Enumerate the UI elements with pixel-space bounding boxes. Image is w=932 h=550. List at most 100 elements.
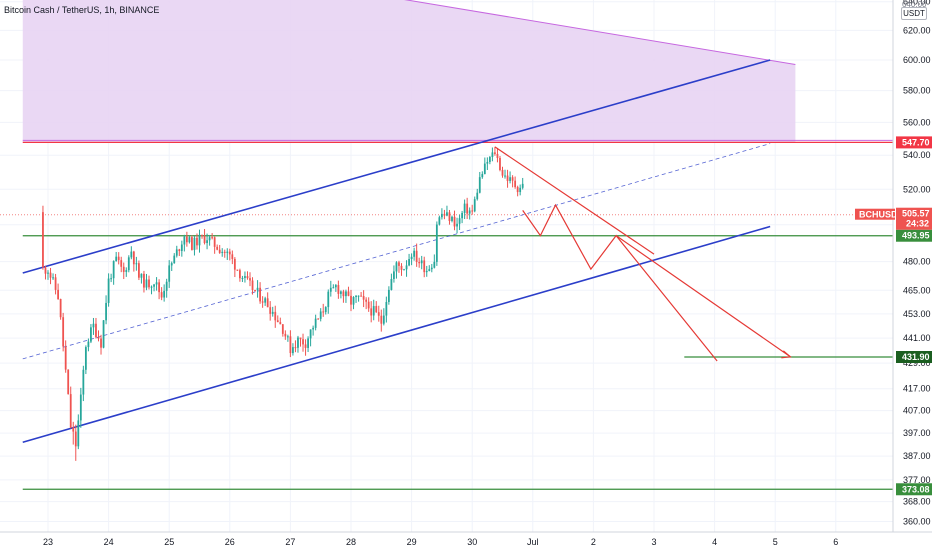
- candle-body: [274, 311, 277, 321]
- current-price-bg: [896, 207, 932, 230]
- candle-body: [390, 279, 393, 290]
- candle-body: [233, 258, 236, 270]
- y-tick-label: 360.00: [903, 517, 931, 527]
- x-tick-label: 4: [712, 537, 717, 547]
- candle-body: [511, 177, 514, 181]
- candle-body: [259, 287, 261, 302]
- candle-body: [395, 262, 398, 272]
- candle-body: [57, 289, 59, 299]
- candle-body: [294, 347, 297, 349]
- candle-body: [382, 315, 385, 324]
- currency-selector[interactable]: USDT: [901, 7, 927, 20]
- candle-body: [362, 296, 365, 300]
- candle-body: [196, 237, 198, 246]
- price-tag-bg: [896, 351, 932, 363]
- candle-body: [218, 249, 221, 253]
- candle-body: [430, 267, 433, 270]
- x-tick-label: 24: [104, 537, 114, 547]
- x-tick-label: 29: [407, 537, 417, 547]
- price-tag-bg: [896, 229, 932, 242]
- candle-body: [193, 237, 196, 250]
- y-tick-label: 480.00: [903, 257, 931, 267]
- candle-body: [115, 256, 118, 262]
- y-tick-label: 520.00: [903, 184, 931, 194]
- x-tick-label: 5: [773, 537, 778, 547]
- candle-body: [400, 265, 403, 270]
- price-tag-text: 547.70: [902, 137, 930, 147]
- candle-body: [476, 192, 479, 200]
- candle-body: [289, 336, 292, 354]
- price-axis-bg: [893, 0, 932, 550]
- y-tick-label: 620.00: [903, 25, 931, 35]
- candle-body: [322, 311, 325, 313]
- candle-body: [327, 291, 330, 308]
- candle-body: [211, 237, 214, 239]
- candle-body: [87, 341, 90, 348]
- y-tick-label: 407.00: [903, 406, 931, 416]
- candle-body: [150, 286, 153, 288]
- y-tick-label: 397.00: [903, 428, 931, 438]
- candle-body: [329, 287, 332, 292]
- candle-body: [403, 269, 405, 271]
- candle-body: [221, 251, 224, 253]
- candle-body: [180, 244, 183, 251]
- candle-body: [120, 260, 123, 267]
- candle-body: [105, 302, 107, 321]
- candle-body: [266, 298, 269, 308]
- candle-body: [453, 216, 456, 227]
- candle-body: [506, 175, 509, 181]
- candle-body: [153, 284, 155, 287]
- candle-body: [77, 420, 80, 447]
- descending-trendline: [494, 146, 655, 255]
- y-tick-label: 560.00: [903, 117, 931, 127]
- candle-body: [52, 277, 54, 279]
- time-axis-bg: [0, 532, 932, 550]
- candle-body: [347, 291, 350, 296]
- candle-body: [178, 249, 181, 251]
- candle-body: [499, 157, 501, 170]
- x-tick-label: 25: [164, 537, 174, 547]
- candle-body: [183, 236, 186, 245]
- x-tick-label: 30: [467, 537, 477, 547]
- candle-body: [198, 234, 201, 246]
- candle-body: [504, 175, 506, 177]
- channel-upper-line: [22, 59, 771, 274]
- candle-body: [342, 291, 345, 297]
- candle-body: [135, 263, 138, 265]
- candle-body: [117, 256, 120, 261]
- candle-body: [357, 295, 360, 297]
- y-tick-label: 429.00: [903, 358, 931, 368]
- candle-body: [466, 203, 469, 214]
- candle-body: [223, 251, 226, 253]
- candle-body: [350, 295, 352, 305]
- candle-body: [168, 265, 171, 282]
- candle-body: [478, 177, 481, 193]
- candle-body: [334, 285, 337, 288]
- candle-body: [496, 153, 499, 158]
- candle-body: [231, 254, 234, 259]
- symbol-tag-text: BCHUSDT: [859, 210, 904, 220]
- candle-body: [206, 240, 208, 244]
- candle-body: [244, 276, 246, 278]
- candle-body: [112, 261, 115, 279]
- candle-body: [345, 291, 347, 297]
- candle-body: [145, 279, 148, 288]
- candle-body: [67, 369, 70, 395]
- candle-body: [393, 271, 395, 280]
- x-tick-label: 3: [651, 537, 656, 547]
- candle-body: [372, 306, 375, 316]
- candle-body: [337, 285, 340, 294]
- candle-body: [501, 169, 504, 176]
- y-tick-label: 640.00: [903, 0, 931, 7]
- candle-body: [269, 307, 272, 314]
- plot-area: [0, 0, 893, 490]
- candle-body: [64, 346, 67, 370]
- candle-body: [415, 250, 418, 262]
- candle-body: [82, 369, 85, 395]
- candle-body: [102, 320, 105, 348]
- candle-body: [441, 213, 443, 218]
- x-tick-label: 28: [346, 537, 356, 547]
- candle-body: [317, 318, 320, 320]
